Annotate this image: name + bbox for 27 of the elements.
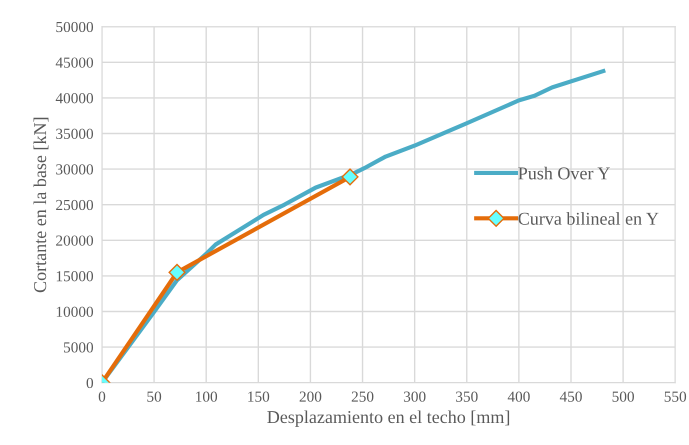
- x-tick-label: 200: [300, 391, 322, 402]
- y-tick-label: 20000: [56, 235, 94, 246]
- y-tick-label: 50000: [56, 22, 94, 32]
- y-tick-label: 35000: [56, 128, 94, 139]
- y-tick-label: 10000: [56, 306, 94, 317]
- x-tick-label: 50: [147, 391, 162, 402]
- y-tick-label: 0: [86, 378, 94, 388]
- y-tick-label: 30000: [56, 164, 94, 175]
- x-tick-label: 450: [560, 391, 582, 402]
- legend-label: Push Over Y: [518, 166, 610, 180]
- y-tick-label: 5000: [64, 342, 94, 353]
- x-tick-label: 300: [404, 391, 426, 402]
- x-axis-title: Desplazamiento en el techo [mm]: [267, 410, 510, 427]
- x-tick-label: 550: [664, 391, 686, 402]
- y-tick-label: 40000: [56, 93, 94, 104]
- x-tick-label: 0: [98, 391, 106, 402]
- y-tick-label: 15000: [56, 271, 94, 282]
- x-tick-label: 250: [352, 391, 374, 402]
- x-tick-label: 400: [508, 391, 530, 402]
- legend-label: Curva bilineal en Y: [518, 212, 659, 225]
- y-axis-title: Cortante en la base [kN]: [34, 118, 48, 292]
- y-tick-label: 45000: [56, 57, 94, 68]
- x-tick-label: 350: [456, 391, 478, 402]
- x-tick-label: 100: [196, 391, 218, 402]
- y-tick-label: 25000: [56, 200, 94, 210]
- x-tick-label: 500: [612, 391, 634, 402]
- x-tick-label: 150: [248, 391, 270, 402]
